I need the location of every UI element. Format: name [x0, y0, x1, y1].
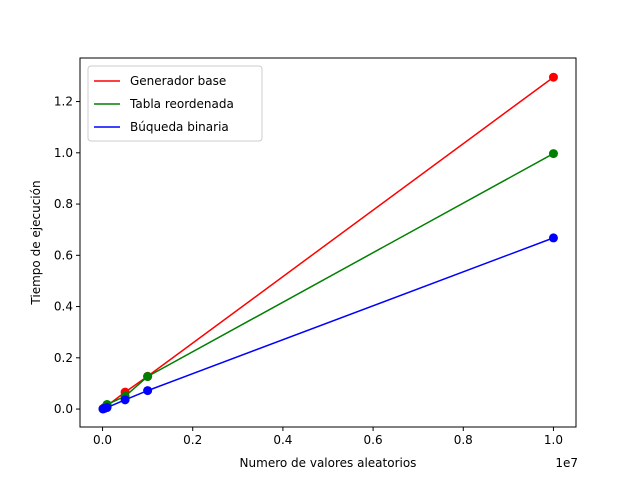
y-tick-label: 1.0	[54, 146, 73, 160]
y-tick-label: 0.4	[54, 300, 73, 314]
x-tick-label: 0.8	[454, 433, 473, 447]
x-axis-label: Numero de valores aleatorios	[240, 456, 417, 470]
x-tick-label: 0.6	[364, 433, 383, 447]
data-point	[143, 386, 153, 396]
y-tick-label: 1.2	[54, 95, 73, 109]
data-point	[548, 233, 558, 243]
legend-item: Generador base	[94, 74, 226, 88]
data-point	[102, 403, 112, 413]
x-tick-label: 0.4	[273, 433, 292, 447]
legend-box	[87, 65, 263, 142]
x-axis-offset-label: 1e7	[555, 456, 578, 470]
data-point	[548, 149, 558, 159]
axes-frame	[79, 57, 577, 428]
data-point	[548, 72, 558, 82]
legend-label: Búqueda binaria	[130, 120, 229, 134]
x-tick-label: 1.0	[544, 433, 563, 447]
legend-label: Generador base	[130, 74, 226, 88]
x-tick-label: 0.2	[183, 433, 202, 447]
legend: Generador base Tabla reordenada Búqueda bi…	[87, 65, 263, 142]
legend-label: Tabla reordenada	[129, 97, 234, 111]
y-axis-ticks: 0.0 0.2 0.4 0.6 0.8 1.0 1.2	[54, 95, 80, 416]
series-2	[98, 233, 558, 414]
y-tick-label: 0.6	[54, 248, 73, 262]
legend-item: Tabla reordenada	[94, 97, 234, 111]
y-tick-label: 0.0	[54, 402, 73, 416]
series-group	[98, 72, 558, 414]
x-tick-label: 0.0	[93, 433, 112, 447]
data-point	[143, 372, 153, 382]
y-tick-label: 0.2	[54, 351, 73, 365]
y-tick-label: 0.8	[54, 197, 73, 211]
y-axis-label: Tiempo de ejecución	[29, 180, 43, 305]
data-point	[120, 395, 130, 405]
legend-item: Búqueda binaria	[94, 120, 229, 134]
x-axis-ticks: 0.0 0.2 0.4 0.6 0.8 1.0	[93, 427, 563, 447]
